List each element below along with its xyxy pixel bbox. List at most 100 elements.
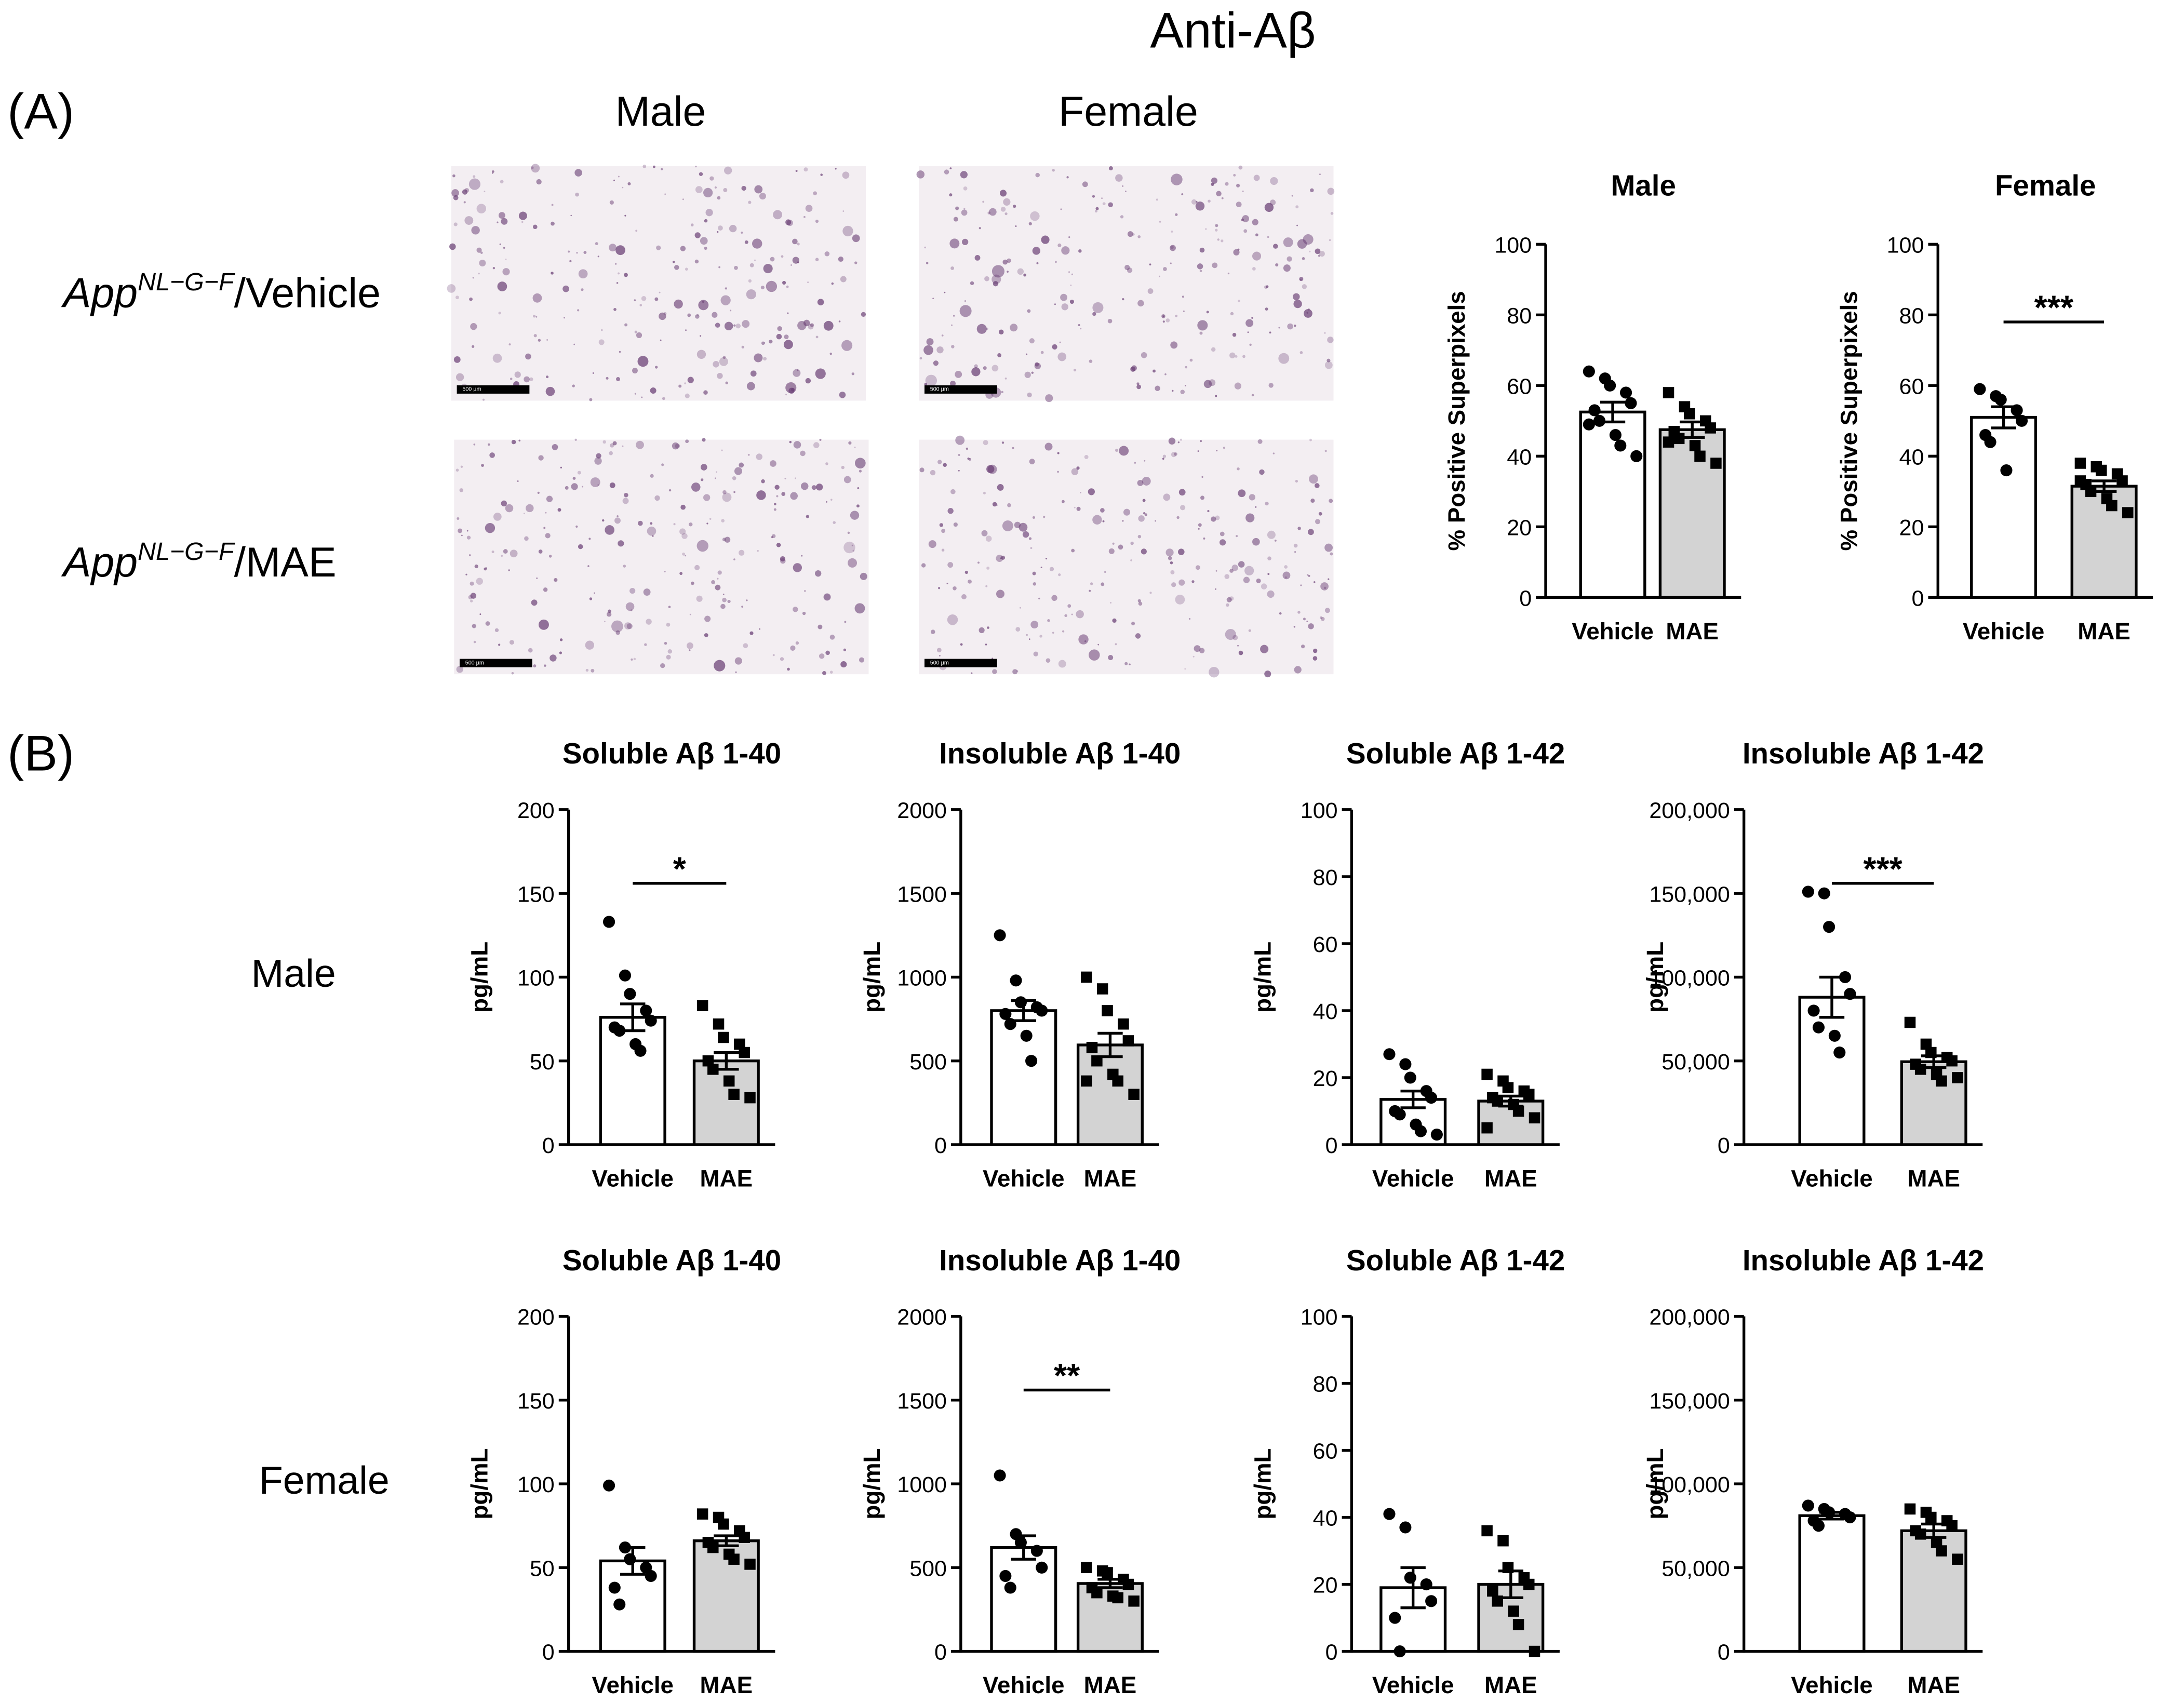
stain (551, 204, 554, 206)
y-tick-label: 200 (517, 798, 555, 823)
bar (1900, 1529, 1967, 1653)
stain (508, 569, 510, 571)
stain (1136, 382, 1140, 385)
data-point (1710, 458, 1722, 469)
stain (941, 548, 945, 552)
stain (1028, 638, 1030, 640)
stain (1312, 648, 1318, 653)
stain (919, 357, 922, 360)
y-axis-label: % Positive Superpixels (1835, 291, 1862, 551)
stain (1046, 658, 1051, 663)
data-point (1974, 383, 1986, 395)
stain (1219, 539, 1226, 546)
y-axis-label: pg/mL (1642, 1449, 1668, 1520)
stain (741, 606, 743, 608)
stain (1180, 438, 1182, 441)
stain (979, 627, 985, 634)
stain (1318, 512, 1322, 516)
stain (761, 341, 765, 345)
stain (961, 209, 968, 216)
stain (1183, 310, 1185, 312)
data-point (1684, 408, 1695, 420)
stain (1253, 175, 1260, 181)
stain (1245, 319, 1254, 327)
stain (961, 238, 969, 246)
stain (1203, 537, 1205, 540)
stain (1163, 267, 1167, 271)
stain (476, 204, 487, 213)
stain (634, 330, 638, 333)
stain (1057, 352, 1067, 361)
stain (782, 280, 786, 285)
stain (687, 642, 693, 649)
stain (532, 315, 536, 318)
data-point (608, 1581, 621, 1594)
data-point (994, 929, 1006, 942)
stain (735, 671, 737, 674)
stain (1319, 173, 1321, 176)
stain (953, 586, 957, 591)
stain (921, 563, 926, 568)
stain (691, 482, 701, 492)
stain (1207, 509, 1210, 513)
data-point (994, 1469, 1006, 1482)
stain (1032, 247, 1041, 255)
y-tick-label: 40 (1313, 1506, 1338, 1531)
stain (687, 377, 694, 383)
stain (721, 449, 723, 451)
stain (1051, 595, 1057, 601)
stain (543, 527, 546, 529)
stain (1214, 588, 1217, 590)
stain (1200, 440, 1202, 442)
y-tick-label: 500 (909, 1556, 947, 1581)
stain (773, 503, 776, 505)
stain (1251, 317, 1253, 319)
stain (744, 240, 748, 244)
stain (815, 258, 819, 261)
stain (802, 611, 806, 615)
stain (760, 285, 765, 290)
stain (787, 667, 790, 671)
stain (1068, 236, 1070, 238)
stain (1199, 247, 1205, 253)
stain (589, 597, 593, 600)
stain (985, 643, 987, 646)
stain (452, 174, 455, 178)
stain (602, 519, 605, 522)
stain (696, 350, 706, 359)
stain (784, 334, 789, 340)
data-point (1523, 1578, 1535, 1590)
stain (1324, 543, 1333, 552)
stain (559, 651, 562, 654)
stain (510, 378, 513, 380)
stain (1071, 273, 1074, 275)
data-point (1946, 1520, 1958, 1532)
stain (1197, 263, 1203, 270)
stain (955, 370, 962, 378)
stain (1234, 382, 1242, 390)
stain (997, 353, 1002, 357)
stain (966, 447, 969, 450)
stain (545, 386, 555, 396)
chart-title: Male (1611, 169, 1676, 202)
data-point (1383, 1048, 1396, 1061)
stain (810, 323, 814, 327)
y-tick-label: 20 (1313, 1066, 1338, 1091)
stain (661, 168, 663, 170)
stain (1030, 547, 1033, 549)
stain (1052, 632, 1054, 634)
stain (622, 186, 624, 189)
stain (680, 246, 686, 251)
bar (1970, 415, 2038, 599)
stain (1208, 199, 1211, 203)
stain (525, 353, 531, 360)
stain (1061, 246, 1070, 255)
stain (1170, 245, 1176, 251)
chart-title: Insoluble Aβ 1-42 (1743, 737, 1984, 770)
stain (792, 238, 798, 245)
stain (461, 534, 463, 537)
stain (1097, 643, 1100, 646)
stain (674, 299, 683, 309)
stain (583, 251, 587, 254)
stain (725, 287, 727, 290)
